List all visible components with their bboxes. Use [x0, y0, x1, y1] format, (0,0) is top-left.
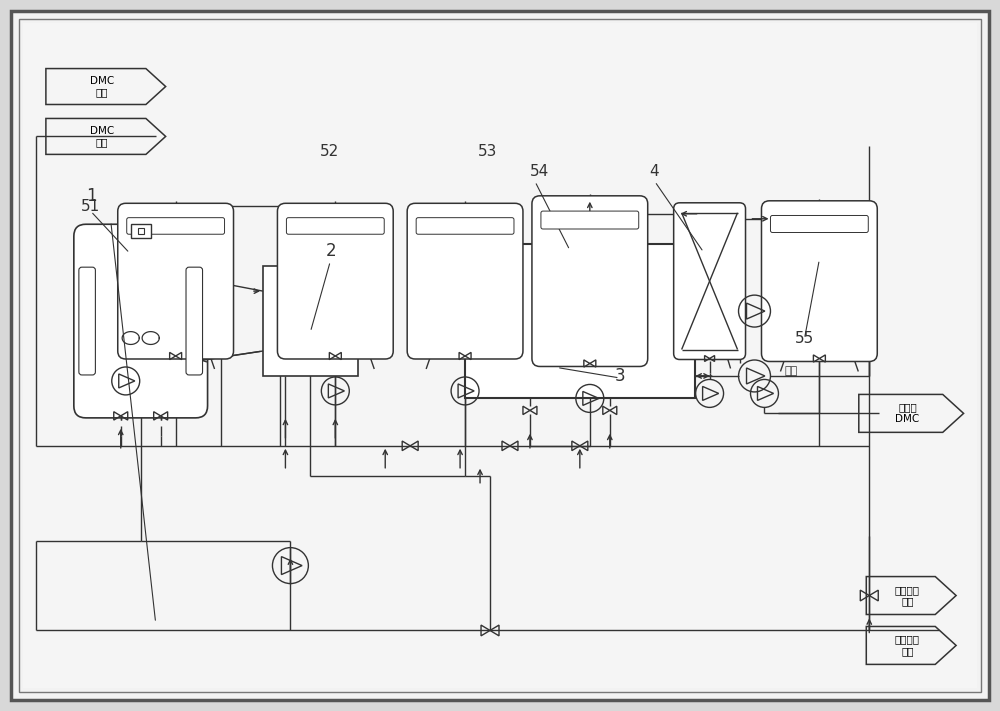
Text: 51: 51	[81, 199, 100, 214]
FancyBboxPatch shape	[286, 218, 384, 234]
Text: 3: 3	[615, 367, 625, 385]
Text: 乙二醇水
溶液: 乙二醇水 溶液	[895, 635, 920, 656]
Text: 2: 2	[325, 242, 336, 260]
Text: DMC
废液: DMC 废液	[90, 126, 114, 147]
FancyBboxPatch shape	[541, 211, 639, 229]
Text: 电子级
DMC: 电子级 DMC	[895, 402, 920, 424]
FancyBboxPatch shape	[407, 203, 523, 359]
FancyBboxPatch shape	[277, 203, 393, 359]
Text: 1: 1	[86, 187, 96, 205]
FancyBboxPatch shape	[674, 203, 746, 360]
Text: 54: 54	[530, 164, 549, 179]
Text: 乙二醇水
溶液: 乙二醇水 溶液	[895, 584, 920, 606]
Text: 热水: 热水	[784, 311, 798, 321]
Bar	[131, 224, 151, 238]
Bar	[465, 244, 695, 398]
FancyBboxPatch shape	[118, 203, 234, 359]
Text: 4: 4	[650, 164, 659, 179]
Text: DMC
粗品: DMC 粗品	[90, 76, 114, 97]
Text: 55: 55	[794, 331, 814, 346]
Bar	[138, 228, 144, 234]
FancyBboxPatch shape	[770, 215, 868, 232]
FancyBboxPatch shape	[74, 224, 208, 418]
FancyBboxPatch shape	[761, 201, 877, 361]
Text: 52: 52	[320, 144, 340, 159]
Bar	[263, 266, 358, 376]
FancyBboxPatch shape	[79, 267, 95, 375]
FancyBboxPatch shape	[186, 267, 203, 375]
Text: 热水: 热水	[784, 366, 798, 376]
FancyBboxPatch shape	[416, 218, 514, 234]
FancyBboxPatch shape	[127, 218, 225, 234]
Text: 53: 53	[478, 144, 497, 159]
FancyBboxPatch shape	[532, 196, 648, 366]
